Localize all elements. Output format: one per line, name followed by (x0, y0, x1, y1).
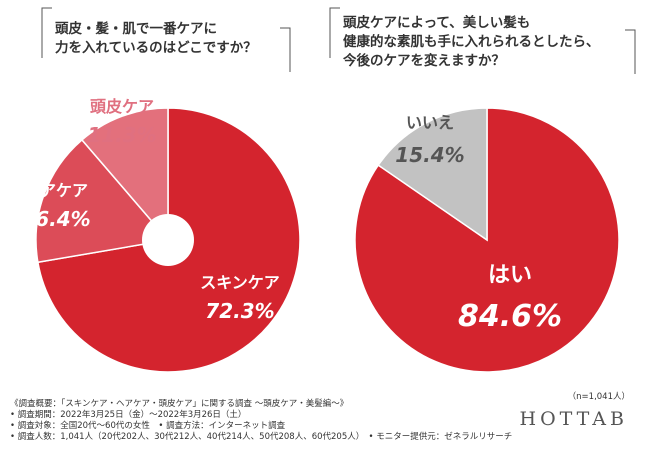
brand-logo: HOTTAB (519, 408, 628, 430)
right-question-line-2: 健康的な素肌も手に入れられるとしたら、 (343, 34, 600, 50)
pie1-label-1: ヘアケア (24, 181, 88, 200)
pie1-value-1: 16.4% (21, 207, 90, 231)
right-question: 頭皮ケアによって、美しい髪も 健康的な素肌も手に入れられるとしたら、 今後のケア… (343, 14, 600, 71)
left-question-line-2: 力を入れているのはどこですか？ (55, 40, 257, 56)
footer-line-3: • 調査対象：全国20代～60代の女性 • 調査方法：インターネット調査 (10, 421, 286, 431)
pie1-value-2: 11.3% (87, 123, 156, 147)
footer-line-2: • 調査期間：2022年3月25日（金）～2022年3月26日（土） (10, 410, 247, 420)
right-question-line-3: 今後のケアを変えますか？ (343, 53, 505, 69)
footer-line-4: • 調査人数：1,041人（20代202人、30代212人、40代214人、50… (10, 432, 513, 442)
sample-size-note: （n=1,041人） (567, 392, 630, 402)
pie1-label-0: スキンケア (200, 273, 280, 292)
left-question-bracket (41, 7, 636, 74)
pie1-slice-1 (35, 138, 170, 264)
right-question-line-1: 頭皮ケアによって、美しい髪も (343, 15, 531, 31)
pie2-value-0: 84.6% (458, 299, 562, 334)
pie2-label-1: いいえ (406, 113, 454, 132)
footer-line-1: 《調査概要：「スキンケア・ヘアケア・頭皮ケア」に関する調査 ～頭皮ケア・美髪編～… (10, 399, 349, 409)
left-question: 頭皮・髪・肌で一番ケアに 力を入れているのはどこですか？ (55, 20, 257, 58)
pie1-label-2: 頭皮ケア (90, 97, 154, 116)
pie1-donut-hole (142, 214, 194, 266)
pie2-slice-1 (377, 107, 488, 242)
pie1-slice-2 (80, 107, 169, 243)
left-question-line-1: 頭皮・髪・肌で一番ケアに (55, 21, 217, 37)
pie1-value-0: 72.3% (205, 299, 274, 323)
pie2-label-0: はい (488, 263, 532, 288)
pie2-value-1: 15.4% (395, 143, 464, 167)
